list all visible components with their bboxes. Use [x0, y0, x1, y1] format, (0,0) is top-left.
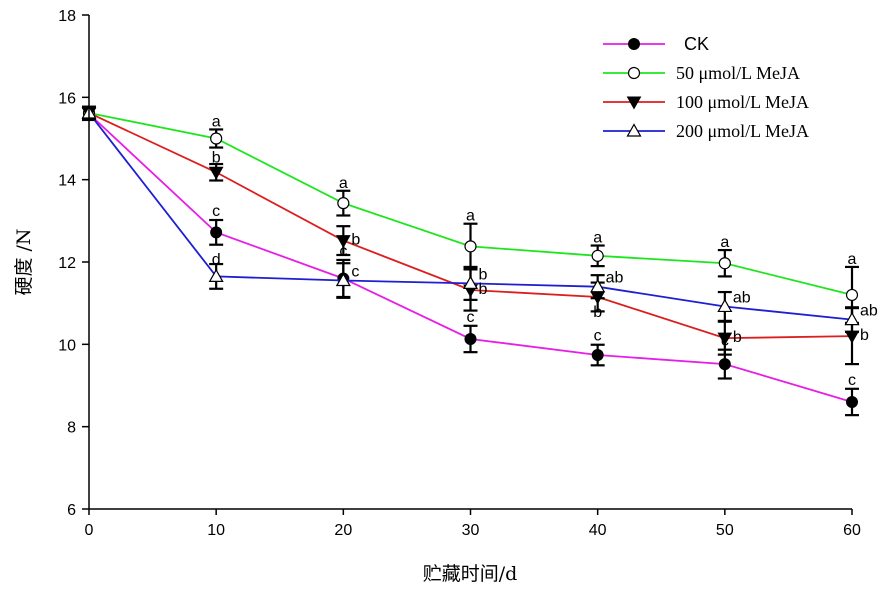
data-point: [210, 132, 223, 145]
y-tick-label: 12: [58, 255, 76, 272]
data-point: [462, 275, 479, 290]
significance-label: a: [720, 234, 729, 251]
legend-label: 100 μmol/L MeJA: [676, 92, 809, 112]
x-tick-label: 0: [85, 522, 94, 539]
x-tick-label: 10: [207, 522, 225, 539]
legend-label: CK: [684, 34, 709, 54]
data-point: [591, 349, 604, 362]
data-point: [846, 395, 858, 408]
significance-label: b: [351, 232, 360, 249]
y-ticks: 6 8 10 12 14 16 18: [58, 8, 89, 519]
significance-label: a: [848, 251, 857, 268]
data-point: [590, 278, 606, 293]
significance-label: ab: [733, 289, 751, 306]
significance-label: b: [212, 149, 221, 166]
legend-item: 200 μmol/L MeJA: [603, 121, 809, 141]
x-tick-label: 50: [716, 522, 734, 539]
significance-label: c: [339, 243, 347, 260]
y-tick-label: 8: [67, 420, 76, 437]
legend-item: CK: [603, 34, 709, 54]
significance-label: a: [466, 208, 475, 225]
data-point: [464, 240, 477, 253]
significance-label: c: [848, 372, 856, 389]
legend-marker: [626, 96, 642, 110]
significance-label: a: [593, 230, 602, 247]
legend-label: 200 μmol/L MeJA: [676, 121, 809, 141]
significance-label: b: [593, 304, 602, 321]
significance-label: a: [212, 113, 221, 130]
x-tick-label: 60: [843, 522, 861, 539]
legend-item: 50 μmol/L MeJA: [603, 63, 800, 83]
significance-label: b: [733, 329, 742, 346]
x-tick-label: 40: [589, 522, 607, 539]
data-point: [845, 288, 859, 302]
significance-label: c: [721, 333, 729, 350]
significance-label: ab: [860, 303, 878, 320]
y-axis-title: 硬度 /N: [13, 228, 35, 295]
data-point: [464, 332, 477, 345]
significance-label: c: [467, 309, 475, 326]
y-tick-label: 10: [58, 337, 76, 354]
legend-marker: [626, 123, 642, 137]
significance-label: a: [339, 175, 348, 192]
significance-label: c: [351, 264, 359, 281]
significance-label: b: [479, 281, 488, 298]
y-tick-label: 18: [58, 8, 76, 25]
legend: CK 50 μmol/L MeJA 100 μmol/L MeJA 200 μmol/…: [603, 34, 809, 141]
data-point: [718, 257, 731, 270]
x-tick-label: 20: [334, 522, 352, 539]
data-point: [208, 268, 224, 283]
series-layer: [81, 105, 860, 417]
data-point: [337, 197, 350, 210]
legend-marker: [627, 66, 641, 80]
y-tick-label: 16: [58, 90, 76, 107]
significance-label: ab: [606, 270, 624, 287]
x-axis-title: 贮藏时间/d: [423, 563, 518, 585]
significance-label: d: [212, 251, 221, 268]
y-tick-label: 6: [67, 502, 76, 519]
data-point: [844, 311, 860, 326]
x-tick-label: 30: [462, 522, 480, 539]
significance-label: b: [479, 266, 488, 283]
significance-label: c: [212, 203, 220, 220]
data-point: [335, 272, 351, 287]
data-point: [591, 249, 604, 262]
data-point: [717, 332, 733, 346]
data-point: [210, 226, 223, 239]
legend-marker: [628, 38, 640, 50]
data-point: [208, 166, 224, 180]
data-point: [718, 358, 731, 371]
significance-label: c: [594, 328, 602, 345]
legend-label: 50 μmol/L MeJA: [676, 63, 800, 83]
data-point: [335, 235, 351, 249]
y-tick-label: 14: [58, 173, 76, 190]
data-point: [717, 298, 733, 313]
legend-item: 100 μmol/L MeJA: [603, 92, 809, 112]
x-ticks: 0 10 20 30 40 50 60: [85, 509, 861, 539]
significance-label: b: [860, 327, 869, 344]
